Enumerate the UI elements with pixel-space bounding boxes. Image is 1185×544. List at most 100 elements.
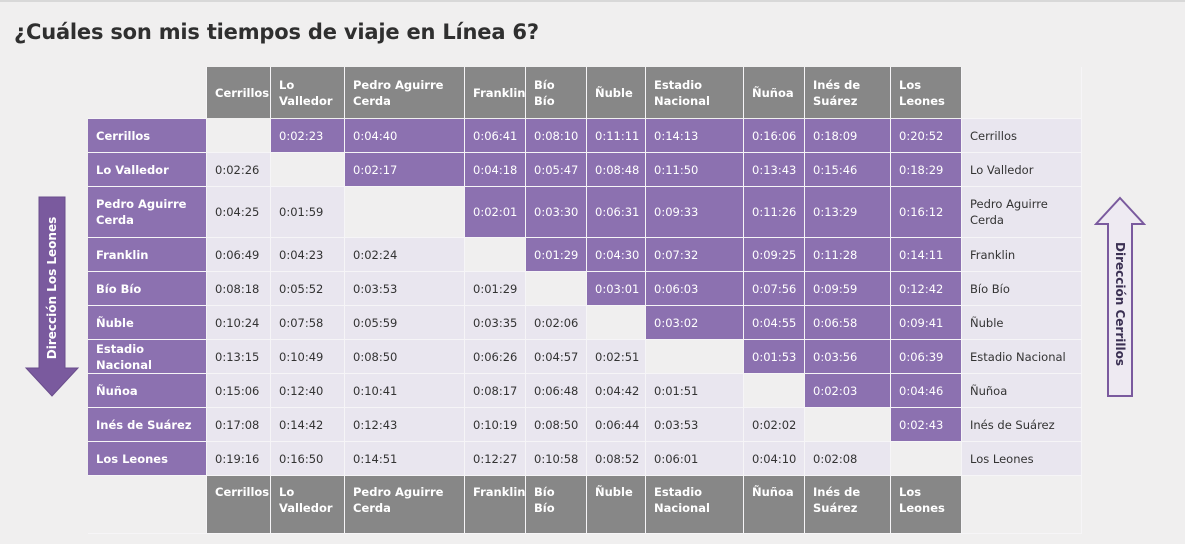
time-cell: 0:07:58	[271, 306, 345, 340]
empty-cell	[465, 238, 526, 272]
time-cell: 0:04:10	[744, 442, 805, 476]
time-cell: 0:03:01	[587, 272, 646, 306]
time-cell: 0:03:30	[526, 187, 587, 238]
time-cell: 0:16:06	[744, 119, 805, 153]
time-cell: 0:04:23	[271, 238, 345, 272]
time-cell: 0:15:06	[207, 374, 271, 408]
time-cell: 0:08:50	[345, 340, 465, 374]
row-header: Los Leones	[88, 442, 207, 476]
time-cell: 0:09:41	[891, 306, 962, 340]
row-header: Pedro Aguirre Cerda	[88, 187, 207, 238]
travel-times-table: Cerrillos Lo Valledor Pedro Aguirre Cerda F…	[88, 67, 1082, 534]
table-row: Lo Valledor 0:02:26 0:02:17 0:04:18 0:05:47 0…	[88, 153, 1082, 187]
corner-cell	[962, 67, 1082, 119]
column-header: Inés de Suárez	[805, 67, 891, 119]
time-cell: 0:06:44	[587, 408, 646, 442]
arrow-up-icon	[1093, 196, 1147, 398]
table-row: Pedro Aguirre Cerda 0:04:25 0:01:59 0:02:01…	[88, 187, 1082, 238]
time-cell: 0:11:26	[744, 187, 805, 238]
time-cell: 0:02:17	[345, 153, 465, 187]
row-label-right: Inés de Suárez	[962, 408, 1082, 442]
row-label-right: Ñuñoa	[962, 374, 1082, 408]
header-row: Cerrillos Lo Valledor Pedro Aguirre Cerda F…	[88, 67, 1082, 119]
time-cell: 0:08:18	[207, 272, 271, 306]
row-label-right: Lo Valledor	[962, 153, 1082, 187]
time-cell: 0:04:30	[587, 238, 646, 272]
table-row: Inés de Suárez 0:17:08 0:14:42 0:12:43 0:10:…	[88, 408, 1082, 442]
time-cell: 0:20:52	[891, 119, 962, 153]
time-cell: 0:16:50	[271, 442, 345, 476]
time-cell: 0:02:01	[465, 187, 526, 238]
time-cell: 0:01:51	[646, 374, 744, 408]
time-cell: 0:06:49	[207, 238, 271, 272]
row-header: Estadio Nacional	[88, 340, 207, 374]
table-row: Ñuñoa 0:15:06 0:12:40 0:10:41 0:08:17 0:06:48…	[88, 374, 1082, 408]
time-cell: 0:12:40	[271, 374, 345, 408]
time-cell: 0:06:26	[465, 340, 526, 374]
time-cell: 0:13:29	[805, 187, 891, 238]
arrow-down-icon	[24, 196, 80, 398]
empty-cell	[526, 272, 587, 306]
time-cell: 0:02:08	[805, 442, 891, 476]
time-cell: 0:03:35	[465, 306, 526, 340]
time-cell: 0:08:52	[587, 442, 646, 476]
empty-cell	[646, 340, 744, 374]
column-header: Ñuble	[587, 67, 646, 119]
empty-cell	[744, 374, 805, 408]
row-label-right: Cerrillos	[962, 119, 1082, 153]
time-cell: 0:05:59	[345, 306, 465, 340]
row-header: Ñuble	[88, 306, 207, 340]
table-row: Franklin 0:06:49 0:04:23 0:02:24 0:01:29 0:04…	[88, 238, 1082, 272]
column-header: Bío Bío	[526, 67, 587, 119]
time-cell: 0:02:26	[207, 153, 271, 187]
row-label-right: Ñuble	[962, 306, 1082, 340]
column-header: Pedro Aguirre Cerda	[345, 67, 465, 119]
column-header: Estadio Nacional	[646, 67, 744, 119]
time-cell: 0:01:59	[271, 187, 345, 238]
time-cell: 0:02:24	[345, 238, 465, 272]
time-cell: 0:11:28	[805, 238, 891, 272]
time-cell: 0:15:46	[805, 153, 891, 187]
empty-cell	[805, 408, 891, 442]
empty-cell	[345, 187, 465, 238]
time-cell: 0:06:01	[646, 442, 744, 476]
row-label-right: Estadio Nacional	[962, 340, 1082, 374]
row-header: Ñuñoa	[88, 374, 207, 408]
time-cell: 0:03:53	[646, 408, 744, 442]
column-header: Los Leones	[891, 476, 962, 534]
column-header: Franklin	[465, 476, 526, 534]
time-cell: 0:10:58	[526, 442, 587, 476]
time-cell: 0:08:50	[526, 408, 587, 442]
top-divider	[0, 0, 1185, 2]
time-cell: 0:04:18	[465, 153, 526, 187]
time-cell: 0:04:46	[891, 374, 962, 408]
row-header: Lo Valledor	[88, 153, 207, 187]
empty-cell	[891, 442, 962, 476]
time-cell: 0:12:42	[891, 272, 962, 306]
time-cell: 0:02:06	[526, 306, 587, 340]
header-row: Cerrillos Lo Valledor Pedro Aguirre Cerda F…	[88, 476, 1082, 534]
time-cell: 0:17:08	[207, 408, 271, 442]
time-cell: 0:04:55	[744, 306, 805, 340]
time-cell: 0:05:52	[271, 272, 345, 306]
table-row: Ñuble 0:10:24 0:07:58 0:05:59 0:03:35 0:02:06…	[88, 306, 1082, 340]
row-label-right: Los Leones	[962, 442, 1082, 476]
time-cell: 0:02:02	[744, 408, 805, 442]
empty-cell	[587, 306, 646, 340]
time-cell: 0:18:29	[891, 153, 962, 187]
time-cell: 0:12:27	[465, 442, 526, 476]
direction-los-leones-label: Dirección Los Leones	[45, 216, 59, 360]
row-header: Cerrillos	[88, 119, 207, 153]
time-cell: 0:10:49	[271, 340, 345, 374]
time-cell: 0:08:17	[465, 374, 526, 408]
time-cell: 0:03:02	[646, 306, 744, 340]
time-cell: 0:02:51	[587, 340, 646, 374]
time-cell: 0:14:42	[271, 408, 345, 442]
column-header: Los Leones	[891, 67, 962, 119]
time-cell: 0:05:47	[526, 153, 587, 187]
time-cell: 0:07:32	[646, 238, 744, 272]
page-title: ¿Cuáles son mis tiempos de viaje en Líne…	[14, 20, 539, 44]
time-cell: 0:12:43	[345, 408, 465, 442]
time-cell: 0:09:33	[646, 187, 744, 238]
time-cell: 0:19:16	[207, 442, 271, 476]
